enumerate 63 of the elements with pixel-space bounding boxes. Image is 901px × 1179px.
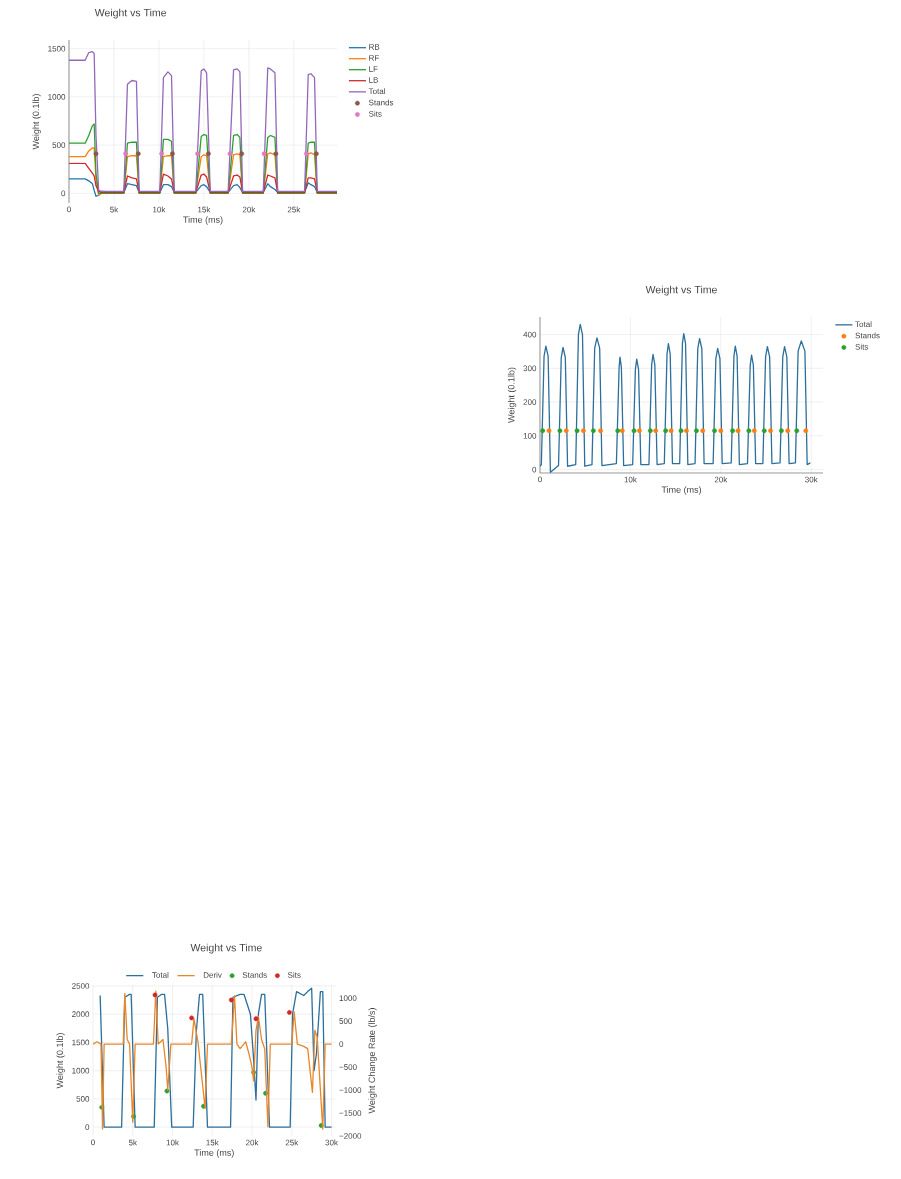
- y-axis-title: Weight (0.1lb): [56, 1033, 65, 1089]
- x-tick-label: 20k: [242, 206, 256, 213]
- x-tick-label: 5k: [128, 1139, 137, 1146]
- x-tick-label: 30k: [325, 1139, 338, 1146]
- legend-label: RF: [369, 55, 379, 61]
- x-tick-label: 15k: [206, 1139, 219, 1146]
- legend-label: LB: [369, 77, 378, 83]
- chart-title: Weight vs Time: [645, 285, 717, 296]
- legend-label: Stands: [368, 99, 394, 106]
- x-tick-label: 15k: [198, 206, 211, 213]
- y-tick-label: 0: [85, 1124, 90, 1130]
- x-axis-title: Time (ms): [661, 486, 702, 495]
- x-axis-title: Time (ms): [194, 1149, 234, 1158]
- x-tick-label: 10k: [153, 206, 166, 213]
- y-axis-title: Weight (0.1lb): [32, 94, 41, 150]
- y2-tick-label: 1000: [339, 995, 357, 1001]
- y-axis-title: Weight (0.1lb): [507, 367, 517, 423]
- chart-title: Weight vs Time: [190, 943, 262, 954]
- y2-tick-label: 500: [339, 1018, 353, 1024]
- y-tick-label: 100: [523, 433, 537, 439]
- y2-tick-label: 0: [339, 1041, 344, 1047]
- legend-label: Sits: [287, 971, 301, 978]
- y-tick-label: 0: [61, 190, 66, 197]
- x-tick-label: 10k: [624, 476, 637, 483]
- legend-label: Sits: [368, 110, 382, 117]
- x-tick-label: 5k: [110, 206, 119, 213]
- x-tick-label: 0: [67, 206, 71, 213]
- legend-label: Stands: [242, 971, 267, 978]
- y-tick-label: 1500: [48, 45, 66, 52]
- legend-label: Total: [855, 321, 872, 328]
- y-tick-label: 0: [532, 466, 537, 473]
- x-tick-label: 25k: [285, 1139, 299, 1146]
- y-tick-label: 300: [523, 365, 537, 372]
- y-tick-label: 2500: [72, 983, 90, 989]
- y2-tick-label: −1000: [339, 1087, 362, 1093]
- legend-label: Total: [152, 971, 169, 978]
- x-axis-title: Time (ms): [183, 216, 223, 225]
- y-tick-label: 1000: [72, 1067, 90, 1074]
- legend-label: Deriv: [203, 971, 222, 978]
- legend-label: Total: [368, 88, 385, 95]
- legend-label: LF: [369, 66, 378, 72]
- x-tick-label: 30k: [805, 476, 818, 483]
- x-tick-label: 20k: [245, 1139, 259, 1146]
- y2-tick-label: −500: [339, 1064, 357, 1070]
- x-tick-label: 20k: [714, 476, 728, 483]
- x-tick-label: 25k: [287, 206, 301, 213]
- y2-tick-label: −2000: [339, 1133, 362, 1139]
- chart-title: Weight vs Time: [94, 8, 167, 19]
- legend-label: Sits: [855, 343, 869, 350]
- y2-tick-label: −1500: [339, 1110, 362, 1116]
- legend-label: Stands: [855, 332, 880, 339]
- y2-axis-title: Weight Change Rate (lb/s): [368, 1008, 377, 1114]
- y-tick-label: 400: [523, 331, 537, 338]
- y-tick-label: 2000: [72, 1011, 90, 1018]
- x-tick-label: 10k: [166, 1139, 179, 1146]
- y-tick-label: 1000: [48, 94, 66, 100]
- y-tick-label: 500: [52, 142, 66, 148]
- y-tick-label: 1500: [72, 1039, 90, 1046]
- y-tick-label: 500: [76, 1096, 90, 1102]
- y-tick-label: 200: [523, 399, 537, 405]
- x-tick-label: 0: [91, 1139, 95, 1146]
- x-tick-label: 0: [538, 476, 542, 483]
- legend-label: RB: [369, 44, 380, 50]
